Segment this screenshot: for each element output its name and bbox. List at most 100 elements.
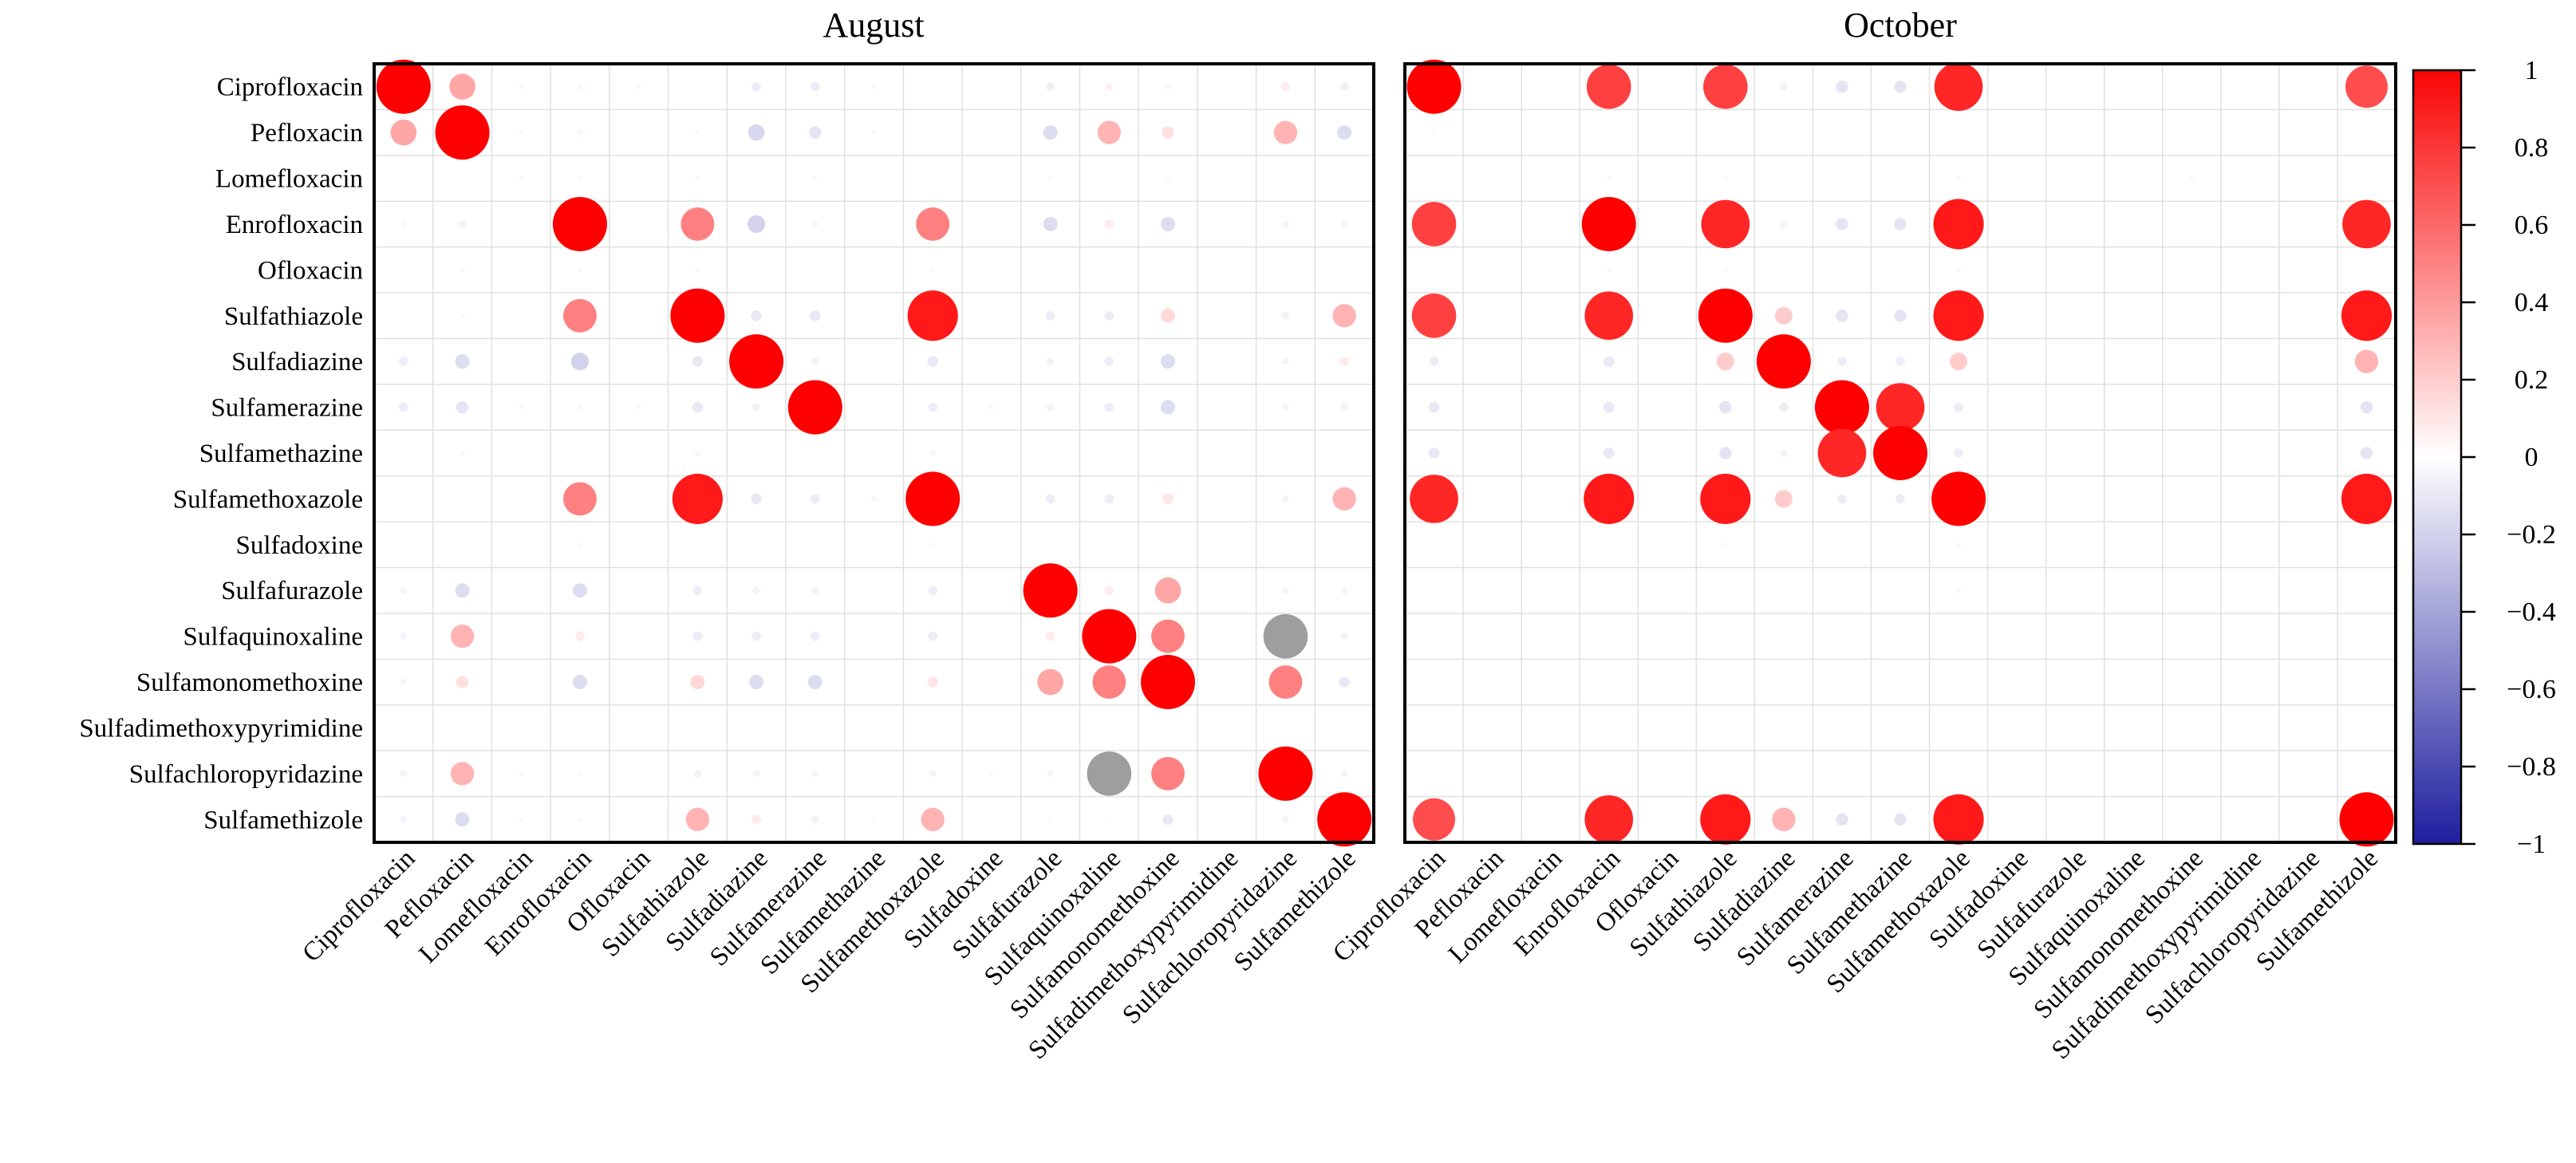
corr-circle-october	[1428, 401, 1440, 413]
corr-circle-october	[1779, 402, 1789, 412]
corr-circle-october	[1780, 82, 1788, 91]
corr-circle-august	[1104, 357, 1114, 366]
corr-circle-august	[1280, 81, 1291, 92]
y-axis-label: Sulfafurazole	[221, 577, 363, 605]
corr-circle-august	[928, 585, 938, 596]
corr-circle-august	[578, 817, 582, 822]
y-axis-label: Ofloxacin	[258, 256, 363, 285]
corr-circle-august	[1282, 587, 1289, 594]
corr-circle-august	[1047, 770, 1054, 778]
corr-circle-october	[1584, 473, 1635, 524]
corr-circle-august	[807, 675, 823, 690]
corr-circle-august	[456, 400, 469, 414]
corr-circle-october	[2341, 290, 2393, 341]
colorbar-tick-label: 0.4	[2515, 288, 2549, 317]
corr-circle-august	[751, 309, 762, 321]
corr-circle-october	[1780, 449, 1788, 457]
panel-august: CiprofloxacinPefloxacinLomefloxacinEnrof…	[297, 59, 1375, 1065]
corr-circle-august	[399, 357, 408, 366]
corr-circle-october	[2354, 349, 2379, 373]
corr-circle-october	[1701, 199, 1750, 249]
corr-circle-august	[930, 267, 936, 273]
corr-circle-august	[570, 353, 589, 371]
corr-circle-august	[1161, 308, 1176, 323]
corr-circle-august	[458, 220, 467, 228]
corr-circle-august	[988, 404, 994, 410]
corr-circle-august	[519, 130, 524, 136]
corr-circle-august	[916, 207, 950, 241]
corr-circle-august	[400, 633, 408, 640]
corr-circle-october	[1933, 199, 1984, 250]
corr-circle-august	[400, 770, 408, 778]
corr-circle-august	[810, 494, 820, 504]
panel-border-october	[1403, 62, 2397, 844]
corr-circle-august	[460, 451, 465, 455]
colorbar-gradient	[2412, 69, 2463, 846]
colorbar-tick-label: 0.8	[2515, 133, 2549, 163]
corr-circle-august	[752, 770, 760, 778]
corr-circle-august	[572, 583, 587, 598]
corr-circle-october	[1606, 175, 1611, 181]
corr-circle-gray-august	[1087, 751, 1132, 796]
corr-circle-august	[400, 816, 408, 823]
colorbar-tick-label: −1	[2517, 830, 2546, 859]
corr-circle-august	[1340, 770, 1348, 778]
corr-circle-october	[2189, 175, 2195, 181]
corr-circle-august	[751, 814, 761, 825]
corr-circle-august	[1161, 216, 1176, 231]
corr-circle-october	[1896, 357, 1905, 366]
y-axis-label: Enrofloxacin	[226, 211, 363, 239]
corr-circle-august	[693, 770, 702, 778]
corr-circle-october	[1876, 383, 1925, 432]
corr-circle-august	[460, 267, 465, 273]
corr-circle-october	[1716, 353, 1734, 371]
corr-circle-august	[455, 583, 470, 598]
corr-circle-october	[1894, 80, 1907, 93]
corr-circle-august	[519, 771, 524, 776]
corr-circle-october	[1413, 798, 1456, 841]
corr-circle-august	[578, 542, 582, 547]
corr-circle-august	[1161, 400, 1176, 415]
colorbar-tick-label: −0.6	[2507, 675, 2556, 704]
corr-circle-august	[672, 473, 723, 524]
corr-circle-august	[694, 450, 700, 456]
corr-circle-october	[2342, 199, 2391, 249]
corr-circle-august	[1340, 220, 1348, 228]
y-axis-label: Ciprofloxacin	[217, 73, 363, 102]
corr-circle-august	[1105, 82, 1114, 91]
corr-circle-august	[810, 81, 820, 92]
corr-circle-august	[519, 404, 524, 410]
corr-circle-august	[1282, 358, 1289, 365]
colorbar-tick-label: 0.2	[2515, 365, 2549, 395]
corr-circle-august	[1104, 494, 1114, 504]
y-axis-label: Sulfamerazine	[211, 394, 363, 423]
corr-circle-august	[871, 84, 877, 89]
corr-circle-august	[1154, 577, 1181, 604]
corr-circle-october	[1931, 471, 1986, 526]
corr-circle-august	[1339, 82, 1349, 91]
corr-circle-august	[748, 215, 766, 233]
corr-circle-august	[929, 770, 937, 778]
corr-circle-august	[680, 207, 715, 241]
corr-circle-august	[812, 175, 818, 181]
corr-circle-august	[695, 130, 700, 136]
corr-circle-august	[811, 586, 819, 594]
corr-circle-october	[1894, 218, 1907, 231]
corr-circle-august	[1282, 816, 1289, 823]
corr-circle-august	[1043, 216, 1058, 231]
corr-circle-october	[1954, 402, 1963, 412]
corr-circle-august	[752, 586, 760, 594]
corr-circle-october	[1954, 448, 1963, 458]
corr-circle-october	[1894, 813, 1907, 826]
colorbar-tick-label: 0.6	[2515, 211, 2549, 240]
corr-circle-august	[928, 631, 938, 641]
colorbar-tick-label: 1	[2525, 56, 2539, 85]
corr-circle-august	[871, 817, 877, 822]
corr-circle-october	[1722, 267, 1728, 273]
corr-circle-august	[692, 401, 704, 413]
y-axis-label: Pefloxacin	[250, 119, 363, 148]
corr-circle-october	[1814, 380, 1869, 435]
y-axis-label: Sulfaquinoxaline	[183, 623, 363, 652]
corr-circle-august	[575, 631, 585, 641]
corr-circle-october	[1756, 334, 1811, 389]
